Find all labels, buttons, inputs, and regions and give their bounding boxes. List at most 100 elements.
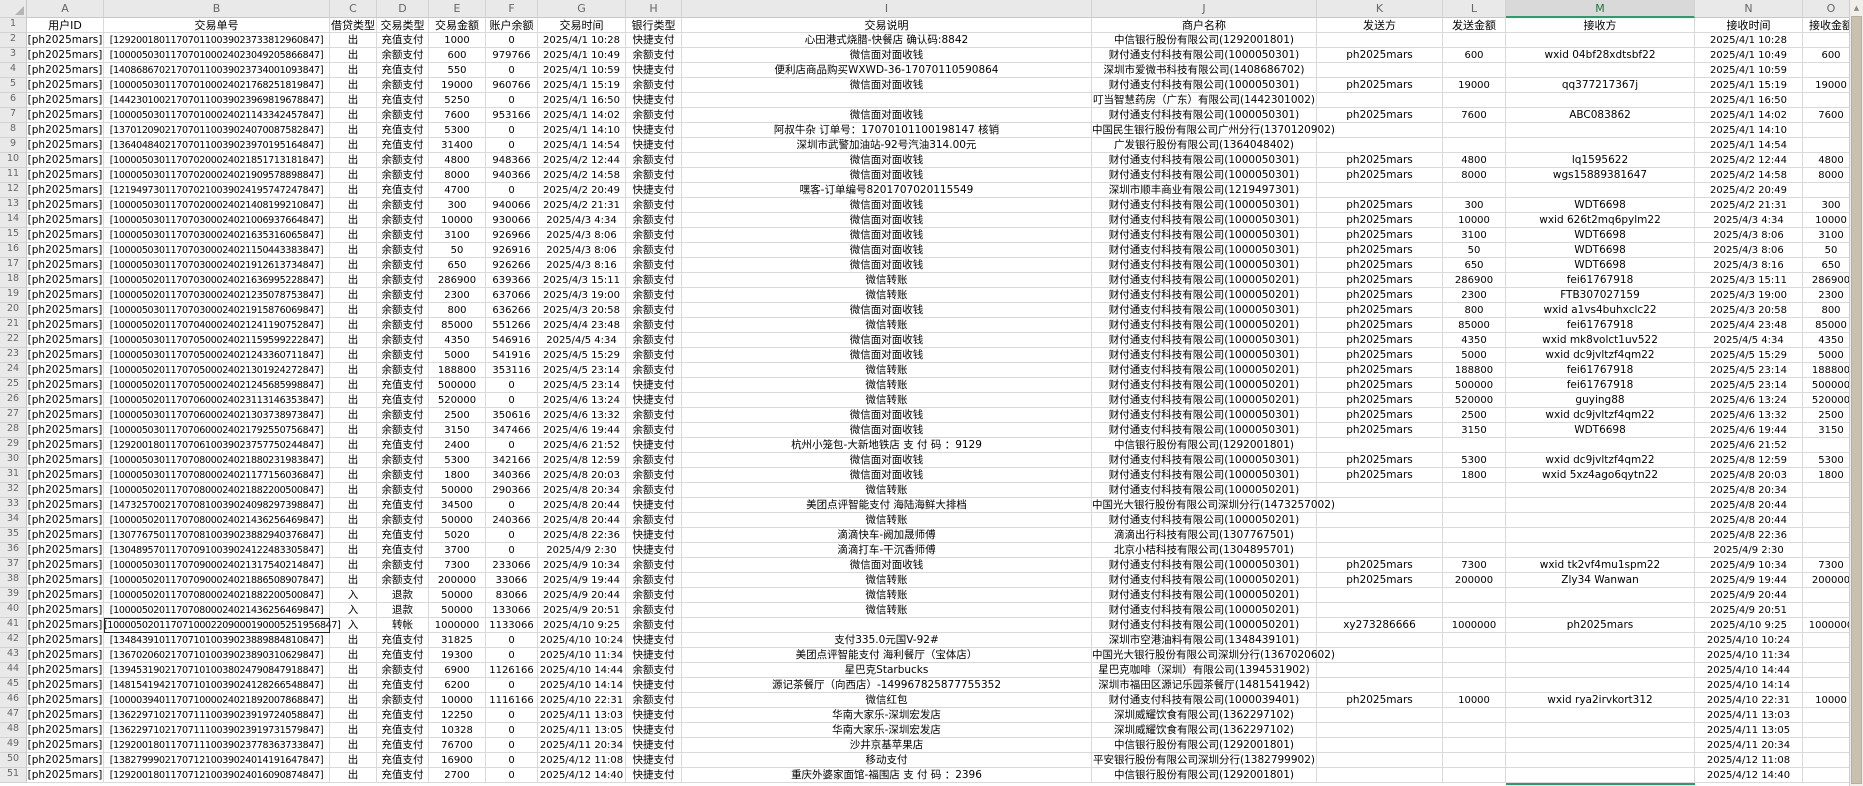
cell-N48[interactable]: 2025/4/11 13:05	[1695, 723, 1803, 738]
cell-E17[interactable]: 650	[429, 258, 486, 273]
cell-L22[interactable]: 4350	[1443, 333, 1506, 348]
cell-M4[interactable]	[1506, 63, 1695, 78]
cell-B6[interactable]: [144230100217070110039023969819678847]	[104, 93, 330, 108]
cell-J13[interactable]: 财付通支付科技有限公司(1000050301)	[1092, 198, 1317, 213]
cell-J34[interactable]: 财付通支付科技有限公司(1000050201)	[1092, 513, 1317, 528]
cell-B30[interactable]: [100005030117070800024021880231983847]	[104, 453, 330, 468]
cell-K28[interactable]: ph2025mars	[1317, 423, 1443, 438]
cell-A40[interactable]: [ph2025mars]	[27, 603, 104, 618]
cell-B10[interactable]: [100005030117070200024021851713181847]	[104, 153, 330, 168]
cell-N15[interactable]: 2025/4/3 8:06	[1695, 228, 1803, 243]
cell-K2[interactable]	[1317, 33, 1443, 48]
cell-A46[interactable]: [ph2025mars]	[27, 693, 104, 708]
cell-I42[interactable]: 支付335.0元国V-92#	[682, 633, 1092, 648]
cell-C47[interactable]: 出	[330, 708, 377, 723]
cell-K40[interactable]	[1317, 603, 1443, 618]
cell-J42[interactable]: 深圳市空港油料有限公司(1348439101)	[1092, 633, 1317, 648]
cell-K6[interactable]	[1317, 93, 1443, 108]
column-header-E[interactable]: E	[429, 0, 486, 18]
cell-K18[interactable]: ph2025mars	[1317, 273, 1443, 288]
cell-J23[interactable]: 财付通支付科技有限公司(1000050301)	[1092, 348, 1317, 363]
cell-F25[interactable]: 0	[486, 378, 538, 393]
cell-N32[interactable]: 2025/4/8 20:34	[1695, 483, 1803, 498]
cell-D32[interactable]: 余额支付	[377, 483, 429, 498]
cell-M26[interactable]: guying88	[1506, 393, 1695, 408]
cell-C16[interactable]: 出	[330, 243, 377, 258]
cell-M27[interactable]: wxid dc9jvltzf4qm22	[1506, 408, 1695, 423]
row-header-34[interactable]: 34	[0, 513, 27, 528]
cell-E49[interactable]: 76700	[429, 738, 486, 753]
row-header-37[interactable]: 37	[0, 558, 27, 573]
cell-L43[interactable]	[1443, 648, 1506, 663]
cell-G39[interactable]: 2025/4/9 20:44	[538, 588, 626, 603]
cell-B44[interactable]: [139453190217071010038024790847918847]	[104, 663, 330, 678]
cell-G13[interactable]: 2025/4/2 21:31	[538, 198, 626, 213]
cell-F24[interactable]: 353116	[486, 363, 538, 378]
cell-J15[interactable]: 财付通支付科技有限公司(1000050301)	[1092, 228, 1317, 243]
cell-K19[interactable]: ph2025mars	[1317, 288, 1443, 303]
cell-C41[interactable]: 入	[330, 618, 377, 633]
cell-G40[interactable]: 2025/4/9 20:51	[538, 603, 626, 618]
cell-L15[interactable]: 3100	[1443, 228, 1506, 243]
cell-J24[interactable]: 财付通支付科技有限公司(1000050201)	[1092, 363, 1317, 378]
cell-M21[interactable]: fei61767918	[1506, 318, 1695, 333]
cell-B8[interactable]: [137012090217070110039024070087582847]	[104, 123, 330, 138]
cell-E51[interactable]: 2700	[429, 768, 486, 783]
cell-C32[interactable]: 出	[330, 483, 377, 498]
cell-I5[interactable]: 微信面对面收钱	[682, 78, 1092, 93]
cell-M39[interactable]	[1506, 588, 1695, 603]
cell-E10[interactable]: 4800	[429, 153, 486, 168]
cell-C51[interactable]: 出	[330, 768, 377, 783]
cell-D42[interactable]: 充值支付	[377, 633, 429, 648]
cell-J38[interactable]: 财付通支付科技有限公司(1000050201)	[1092, 573, 1317, 588]
row-header-25[interactable]: 25	[0, 378, 27, 393]
cell-E1[interactable]: 交易金额	[429, 18, 486, 33]
cell-K41[interactable]: xy273286666	[1317, 618, 1443, 633]
cell-D17[interactable]: 余额支付	[377, 258, 429, 273]
cell-F44[interactable]: 1126166	[486, 663, 538, 678]
row-header-31[interactable]: 31	[0, 468, 27, 483]
cell-G36[interactable]: 2025/4/9 2:30	[538, 543, 626, 558]
cell-F17[interactable]: 926266	[486, 258, 538, 273]
cell-B38[interactable]: [100005020117070900024021886508907847]	[104, 573, 330, 588]
cell-N26[interactable]: 2025/4/6 13:24	[1695, 393, 1803, 408]
cell-A27[interactable]: [ph2025mars]	[27, 408, 104, 423]
cell-I13[interactable]: 微信面对面收钱	[682, 198, 1092, 213]
cell-F10[interactable]: 948366	[486, 153, 538, 168]
cell-H16[interactable]: 余额支付	[626, 243, 682, 258]
scroll-up-icon[interactable]: ▲	[1850, 0, 1863, 16]
cell-B1[interactable]: 交易单号	[104, 18, 330, 33]
row-header-38[interactable]: 38	[0, 573, 27, 588]
cell-L24[interactable]: 188800	[1443, 363, 1506, 378]
cell-A26[interactable]: [ph2025mars]	[27, 393, 104, 408]
row-header-3[interactable]: 3	[0, 48, 27, 63]
cell-A39[interactable]: [ph2025mars]	[27, 588, 104, 603]
cell-D9[interactable]: 充值支付	[377, 138, 429, 153]
cell-D4[interactable]: 充值支付	[377, 63, 429, 78]
cell-G44[interactable]: 2025/4/10 14:44	[538, 663, 626, 678]
row-header-20[interactable]: 20	[0, 303, 27, 318]
cell-C35[interactable]: 出	[330, 528, 377, 543]
cell-N41[interactable]: 2025/4/10 9:25	[1695, 618, 1803, 633]
cell-C30[interactable]: 出	[330, 453, 377, 468]
cell-C50[interactable]: 出	[330, 753, 377, 768]
cell-G12[interactable]: 2025/4/2 20:49	[538, 183, 626, 198]
cell-G38[interactable]: 2025/4/9 19:44	[538, 573, 626, 588]
cell-M13[interactable]: WDT6698	[1506, 198, 1695, 213]
cell-N10[interactable]: 2025/4/2 12:44	[1695, 153, 1803, 168]
cell-M8[interactable]	[1506, 123, 1695, 138]
cell-J8[interactable]: 中国民生银行股份有限公司广州分行(1370120902)	[1092, 123, 1335, 138]
cell-N39[interactable]: 2025/4/9 20:44	[1695, 588, 1803, 603]
cell-K12[interactable]	[1317, 183, 1443, 198]
cell-H35[interactable]: 快捷支付	[626, 528, 682, 543]
cell-J40[interactable]: 财付通支付科技有限公司(1000050201)	[1092, 603, 1317, 618]
cell-E16[interactable]: 50	[429, 243, 486, 258]
cell-L25[interactable]: 500000	[1443, 378, 1506, 393]
cell-E13[interactable]: 300	[429, 198, 486, 213]
cell-G23[interactable]: 2025/4/5 15:29	[538, 348, 626, 363]
cell-H15[interactable]: 余额支付	[626, 228, 682, 243]
cell-N40[interactable]: 2025/4/9 20:51	[1695, 603, 1803, 618]
cell-B37[interactable]: [100005030117070900024021317540214847]	[104, 558, 330, 573]
cell-H30[interactable]: 余额支付	[626, 453, 682, 468]
cell-L18[interactable]: 286900	[1443, 273, 1506, 288]
